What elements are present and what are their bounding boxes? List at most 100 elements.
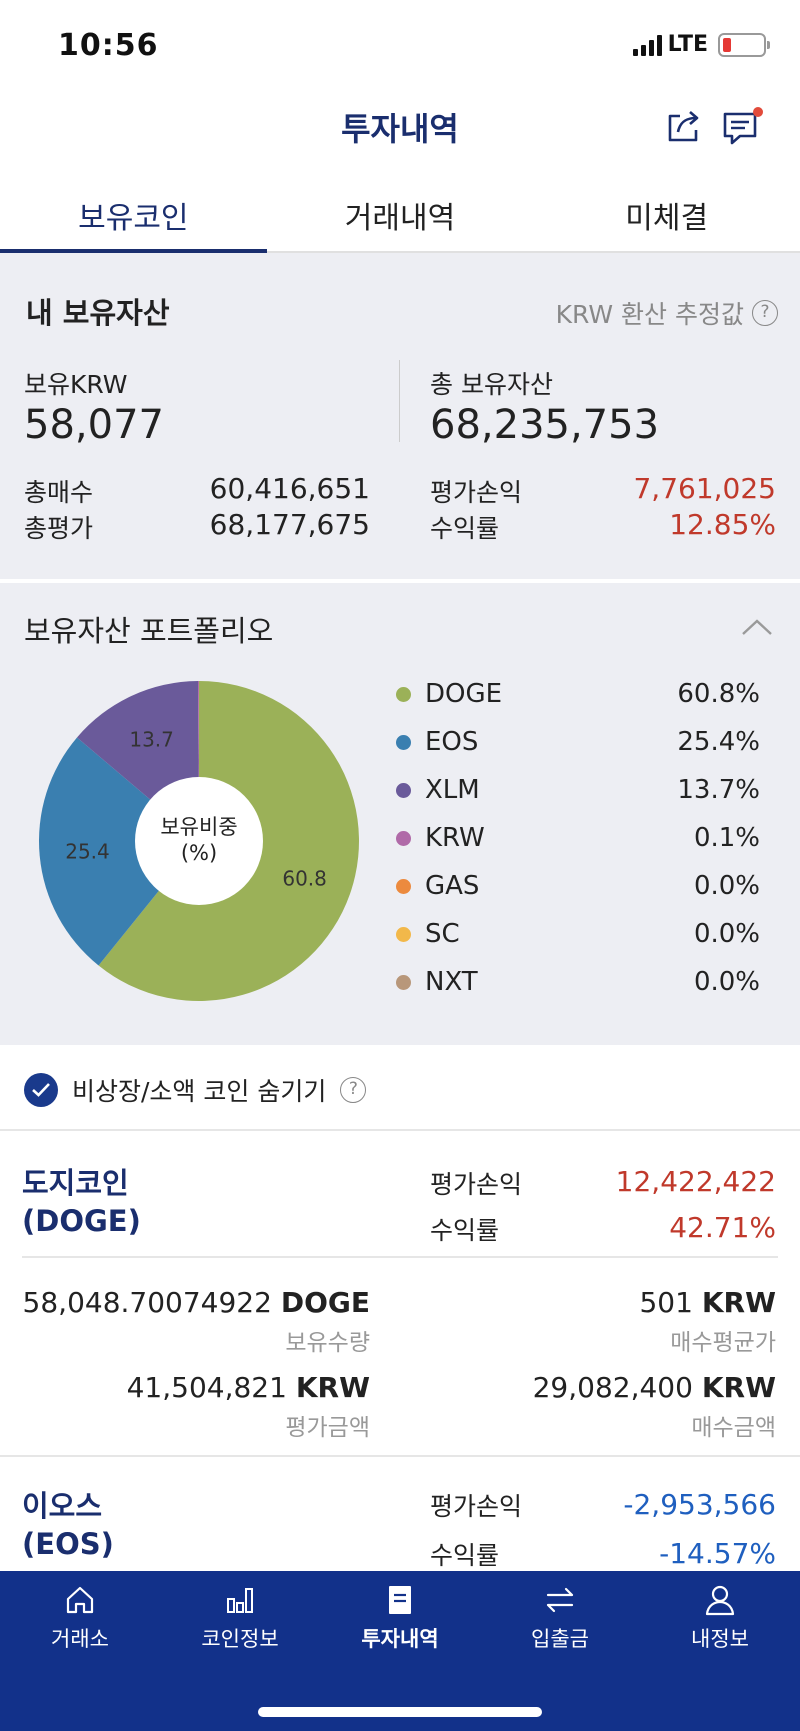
nav-deposit-withdraw[interactable]: 입출금 [480, 1583, 640, 1653]
donut-label-doge: 60.8 [282, 866, 327, 890]
nav-label: 내정보 [691, 1627, 749, 1651]
legend-name: GAS [425, 871, 480, 901]
nav-investment-history[interactable]: 투자내역 [320, 1583, 480, 1653]
home-icon [66, 1586, 94, 1614]
coin-buy-amount: 29,082,400 KRW [533, 1371, 776, 1404]
total-eval-value: 68,177,675 [209, 508, 370, 541]
legend-item-gas: GAS 0.0% [396, 866, 760, 906]
donut-hole [135, 777, 263, 905]
coin-buy-amount-value: 29,082,400 [532, 1371, 693, 1404]
chevron-up-icon[interactable] [740, 616, 774, 638]
legend-name: NXT [425, 967, 478, 997]
coin-eval-amount-unit: KRW [295, 1371, 370, 1404]
legend-percent: 0.1% [693, 823, 760, 853]
coin-eval-amount-value: 41,504,821 [126, 1371, 287, 1404]
legend-name: KRW [425, 823, 485, 853]
coin-card-doge[interactable]: 도지코인 (DOGE) [22, 1164, 141, 1240]
legend-name: XLM [425, 775, 480, 805]
coin-avg-price-unit: KRW [701, 1286, 776, 1319]
tab-bar: 보유코인 거래내역 미체결 [0, 175, 800, 253]
total-buy-value: 60,416,651 [209, 472, 370, 505]
coin-avg-price-value: 501 [639, 1286, 693, 1319]
coin-buy-amount-unit: KRW [701, 1371, 776, 1404]
hide-small-coins-label: 비상장/소액 코인 숨기기 [72, 1077, 327, 1106]
krw-estimate-note[interactable]: KRW 환산 추정값 ? [556, 295, 778, 331]
tab-pending-orders[interactable]: 미체결 [625, 201, 709, 236]
checkbox-checked-icon[interactable] [24, 1073, 58, 1107]
profit-loss-label: 평가손익 [430, 478, 523, 507]
chat-icon[interactable] [720, 106, 764, 148]
legend-item-sc: SC 0.0% [396, 914, 760, 954]
coin-pl-value: 12,422,422 [615, 1165, 776, 1198]
person-icon [705, 1585, 735, 1616]
total-buy-label: 총매수 [24, 478, 94, 507]
nav-label: 거래소 [51, 1627, 109, 1651]
legend-percent: 25.4% [677, 727, 760, 757]
help-icon[interactable]: ? [752, 300, 778, 326]
hide-small-coins-toggle[interactable]: 비상장/소액 코인 숨기기 ? [24, 1072, 367, 1108]
tab-holdings[interactable]: 보유코인 [0, 175, 267, 253]
coin-name: 도지코인 [22, 1166, 129, 1200]
legend-name: EOS [425, 727, 479, 757]
legend-item-eos: EOS 25.4% [396, 722, 760, 762]
assets-title: 내 보유자산 [26, 296, 170, 330]
coin-return-label: 수익률 [430, 1216, 500, 1245]
total-eval-label: 총평가 [24, 514, 94, 543]
nav-coin-info[interactable]: 코인정보 [160, 1583, 320, 1653]
help-icon[interactable]: ? [340, 1077, 367, 1103]
portfolio-title: 보유자산 포트폴리오 [24, 614, 274, 648]
signal-icon [632, 34, 662, 56]
total-assets-label: 총 보유자산 [430, 370, 553, 399]
nav-label: 코인정보 [201, 1627, 279, 1651]
legend-percent: 0.0% [693, 967, 760, 997]
total-assets-value: 68,235,753 [430, 402, 660, 448]
share-icon[interactable] [664, 106, 704, 146]
coin-return-value: 42.71% [669, 1211, 776, 1244]
divider [0, 1129, 800, 1131]
held-krw-value: 58,077 [24, 402, 164, 448]
legend-percent: 13.7% [677, 775, 760, 805]
coin-pl-label: 평가손익 [430, 1492, 523, 1521]
divider [399, 360, 400, 442]
coin-buy-amount-label: 매수금액 [691, 1415, 776, 1441]
status-indicators: LTE [632, 32, 770, 57]
donut-label-xlm: 13.7 [129, 728, 174, 752]
nav-label: 입출금 [531, 1627, 589, 1651]
donut-slice-eos [38, 737, 199, 966]
legend-dot [396, 974, 411, 990]
tab-trade-history[interactable]: 거래내역 [344, 201, 456, 236]
krw-note-label: KRW 환산 추정값 [555, 300, 744, 329]
coin-quantity: 58,048.70074922 DOGE [23, 1286, 370, 1319]
coin-name: 이오스 [22, 1489, 103, 1523]
legend-name: SC [425, 919, 460, 949]
legend-item-xlm: XLM 13.7% [396, 770, 760, 810]
donut-label-eos: 25.4 [65, 840, 110, 864]
coin-pl-value: -2,953,566 [623, 1488, 776, 1521]
network-label: LTE [667, 32, 708, 57]
coin-eval-amount: 41,504,821 KRW [127, 1371, 370, 1404]
profit-loss-value: 7,761,025 [633, 472, 776, 505]
home-indicator [258, 1707, 542, 1717]
return-rate-value: 12.85% [669, 508, 776, 541]
donut-center-unit: (%) [181, 841, 217, 865]
coin-avg-price: 501 KRW [639, 1286, 776, 1319]
coin-eval-amount-label: 평가금액 [285, 1415, 370, 1441]
legend-item-doge: DOGE 60.8% [396, 674, 760, 714]
donut-center-label: 보유비중 [160, 815, 237, 839]
nav-label: 투자내역 [361, 1627, 439, 1651]
notification-dot [753, 107, 763, 117]
coin-symbol: (EOS) [22, 1527, 114, 1561]
coin-card-eos[interactable]: 이오스 (EOS) [22, 1487, 114, 1563]
nav-my-info[interactable]: 내정보 [640, 1583, 800, 1653]
legend-dot [396, 734, 411, 750]
coin-avg-price-label: 매수평균가 [670, 1330, 776, 1356]
bar-chart-icon [227, 1588, 253, 1613]
legend-dot [396, 686, 411, 702]
divider [0, 1455, 800, 1457]
coin-return-label: 수익률 [430, 1541, 500, 1570]
legend-dot [396, 782, 411, 798]
legend-percent: 60.8% [677, 679, 760, 709]
legend-percent: 0.0% [693, 871, 760, 901]
page-title: 투자내역 [341, 110, 459, 148]
nav-exchange[interactable]: 거래소 [0, 1583, 160, 1653]
